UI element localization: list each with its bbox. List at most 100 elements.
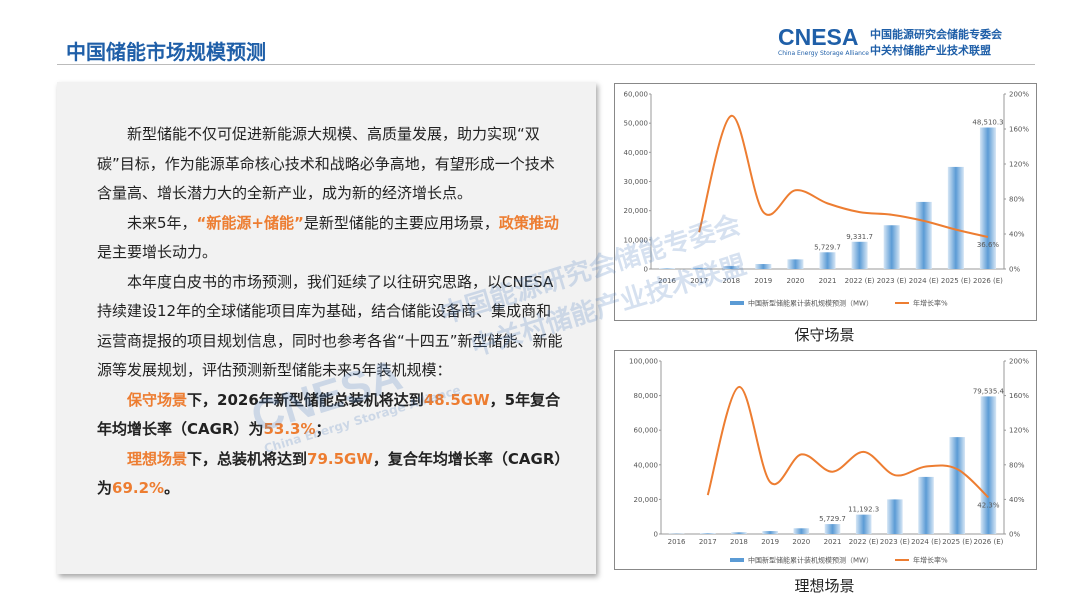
text-run: “新能源+储能” [196,213,304,232]
logo-brand-en: China Energy Storage Alliance [778,50,869,57]
logo: CNESA China Energy Storage Alliance 中国能源… [778,24,1038,60]
bar [793,528,810,534]
text-run: 是主要增长动力。 [97,243,218,261]
y2-tick-label: 0% [1009,531,1020,539]
text-run: 79.5GW [307,449,373,468]
chart: 0 20,000 40,000 60,000 80,000 100,000 0% 40% 80%… [629,358,1029,565]
bar [851,241,868,269]
x-tick-label: 2024 (E) [911,538,941,546]
legend-label: 中国新型储能累计装机规模预测（MW） [748,556,873,565]
text-run: 下，2026年新型储能总装机将达到 [187,390,424,409]
legend-label: 年增长率% [913,299,948,308]
y2-tick-label: 120% [1009,427,1029,435]
y-tick-label: 10,000 [624,236,649,244]
y2-tick-label: 200% [1009,91,1029,99]
bar [855,514,872,534]
x-tick-label: 2019 [761,538,779,546]
chart-frame: 0 20,000 40,000 60,000 80,000 100,000 0% 40% 80%… [614,350,1037,570]
bar [824,524,841,534]
legend-swatch [730,558,744,562]
y-tick-label: 20,000 [624,207,649,215]
x-tick-label: 2023 (E) [880,538,910,546]
x-tick-label: 2020 [786,277,804,285]
x-tick-label: 2020 [792,538,810,546]
x-tick-label: 2022 (E) [845,277,875,285]
bar [691,267,708,269]
header-rule [57,64,1035,65]
paragraph: 新型储能不仅可促进新能源大规模、高质量发展，助力实现“双碳”目标，作为能源革命核… [97,120,566,209]
bar [949,437,966,534]
y-tick-label: 40,000 [634,461,659,469]
chart: 0 10,000 20,000 30,000 40,000 50,000 60,000 0% 4… [624,91,1030,308]
text-run: 53.3% [263,420,316,438]
bar [755,264,772,269]
paragraph: 保守场景下，2026年新型储能总装机将达到48.5GW，5年复合年均增长率（CA… [97,386,566,445]
bar [915,201,932,269]
logo-brand: CNESA [778,24,859,50]
legend-swatch [730,301,744,305]
data-label: 9,331.7 [846,233,873,241]
x-tick-label: 2021 [819,277,837,285]
data-label: 5,729.7 [814,243,841,251]
x-tick-label: 2022 (E) [849,538,879,546]
x-tick-label: 2024 (E) [909,277,939,285]
bar [883,225,900,269]
bar [731,532,747,534]
bar [947,166,964,269]
y2-tick-label: 0% [1009,266,1020,274]
data-label: 36.6% [977,241,1000,249]
y-tick-label: 0 [644,266,648,274]
y2-tick-label: 160% [1009,126,1029,134]
text-run: 新型储能不仅可促进新能源大规模、高质量发展，助力实现“双碳”目标，作为能源革命核… [97,125,555,202]
chart-frame: 0 10,000 20,000 30,000 40,000 50,000 60,000 0% 4… [614,83,1037,321]
data-label: 5,729.7 [819,515,846,523]
x-tick-label: 2026 (E) [973,538,1003,546]
bar [979,127,996,269]
x-tick-label: 2016 [668,538,686,546]
x-tick-label: 2019 [754,277,772,285]
paragraph: 未来5年，“新能源+储能”是新型储能的主要应用场景，政策推动是主要增长动力。 [97,209,566,268]
y2-tick-label: 200% [1009,358,1029,366]
logo-org: 中国能源研究会储能专委会 [870,28,1002,41]
chart-caption: 保守场景 [794,326,855,344]
y-tick-label: 20,000 [634,496,659,504]
y-tick-label: 60,000 [634,427,659,435]
text-run: 下，总装机将达到 [187,449,308,468]
text-run: 是新型储能的主要应用场景， [303,213,499,232]
y2-tick-label: 80% [1009,196,1025,204]
slide-title: 中国储能市场规模预测 [66,40,266,64]
y-tick-label: 80,000 [634,392,659,400]
x-tick-label: 2023 (E) [877,277,907,285]
text-run: 理想场景 [127,449,188,468]
chart-caption: 理想场景 [794,577,855,595]
growth-line [706,385,990,499]
x-tick-label: 2025 (E) [942,538,972,546]
x-tick-label: 2017 [690,277,708,285]
y-tick-label: 40,000 [624,149,649,157]
text-run: 保守场景 [127,390,188,409]
bar [980,396,997,534]
y2-tick-label: 160% [1009,392,1029,400]
legend-label: 年增长率% [913,556,948,565]
bar [887,499,903,534]
text-run: ； [315,420,331,438]
y-tick-label: 100,000 [629,358,658,366]
paragraph: 本年度白皮书的市场预测，我们延续了以往研究思路，以CNESA持续建设12年的全球… [97,268,566,386]
text-run: 政策推动 [498,213,559,232]
text-run: 69.2% [112,479,165,497]
legend-label: 中国新型储能累计装机规模预测（MW） [748,299,873,308]
bar [787,259,804,269]
paragraph: 理想场景下，总装机将达到79.5GW，复合年均增长率（CAGR）为69.2%。 [97,445,566,504]
x-tick-label: 2016 [658,277,676,285]
x-tick-label: 2021 [824,538,842,546]
x-tick-label: 2018 [722,277,740,285]
data-label: 11,192.3 [848,506,879,514]
bar [659,268,676,269]
y2-tick-label: 40% [1009,231,1025,239]
y2-tick-label: 40% [1009,496,1025,504]
bar [762,531,778,534]
bar [918,476,934,534]
y-tick-label: 30,000 [624,178,649,186]
bar [819,252,836,269]
